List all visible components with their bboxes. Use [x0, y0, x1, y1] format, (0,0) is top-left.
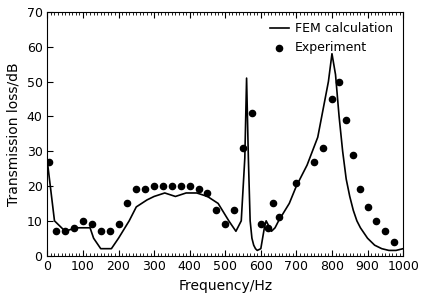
Experiment [115, 222, 122, 227]
Experiment [222, 222, 229, 227]
Experiment [336, 79, 343, 84]
Experiment [151, 184, 158, 188]
Line: FEM calculation: FEM calculation [47, 54, 403, 250]
Experiment [248, 110, 255, 115]
Experiment [204, 190, 211, 195]
Experiment [62, 229, 69, 234]
FEM calculation [255, 249, 260, 252]
Experiment [257, 222, 264, 227]
Experiment [71, 225, 78, 230]
Experiment [231, 208, 238, 213]
Experiment [364, 205, 371, 209]
X-axis label: Frequency/Hz: Frequency/Hz [178, 279, 272, 293]
FEM calculation [333, 73, 338, 76]
Experiment [350, 152, 357, 157]
Experiment [80, 218, 86, 223]
FEM calculation [162, 191, 167, 195]
Experiment [275, 215, 282, 220]
Experiment [142, 187, 149, 192]
FEM calculation [400, 247, 406, 250]
Legend: FEM calculation, Experiment: FEM calculation, Experiment [266, 18, 397, 58]
Experiment [328, 97, 335, 101]
Experiment [53, 229, 60, 234]
Experiment [239, 145, 246, 150]
Experiment [382, 229, 389, 234]
FEM calculation [354, 219, 360, 223]
FEM calculation [329, 52, 334, 56]
Y-axis label: Transmission loss/dB: Transmission loss/dB [7, 62, 21, 206]
Experiment [320, 145, 326, 150]
Experiment [293, 180, 300, 185]
Experiment [357, 187, 364, 192]
Experiment [270, 201, 276, 206]
Experiment [133, 187, 140, 192]
Experiment [97, 229, 104, 234]
Experiment [168, 184, 175, 188]
Experiment [124, 201, 131, 206]
Experiment [213, 208, 220, 213]
FEM calculation [173, 195, 178, 198]
Experiment [106, 229, 113, 234]
Experiment [160, 184, 167, 188]
Experiment [89, 222, 95, 227]
Experiment [186, 184, 193, 188]
FEM calculation [45, 160, 50, 164]
Experiment [195, 187, 202, 192]
Experiment [311, 159, 318, 164]
FEM calculation [294, 184, 299, 188]
Experiment [343, 118, 350, 122]
Experiment [265, 225, 271, 230]
Experiment [177, 184, 184, 188]
Experiment [46, 159, 52, 164]
Experiment [391, 239, 397, 244]
Experiment [373, 218, 380, 223]
FEM calculation [386, 249, 391, 252]
